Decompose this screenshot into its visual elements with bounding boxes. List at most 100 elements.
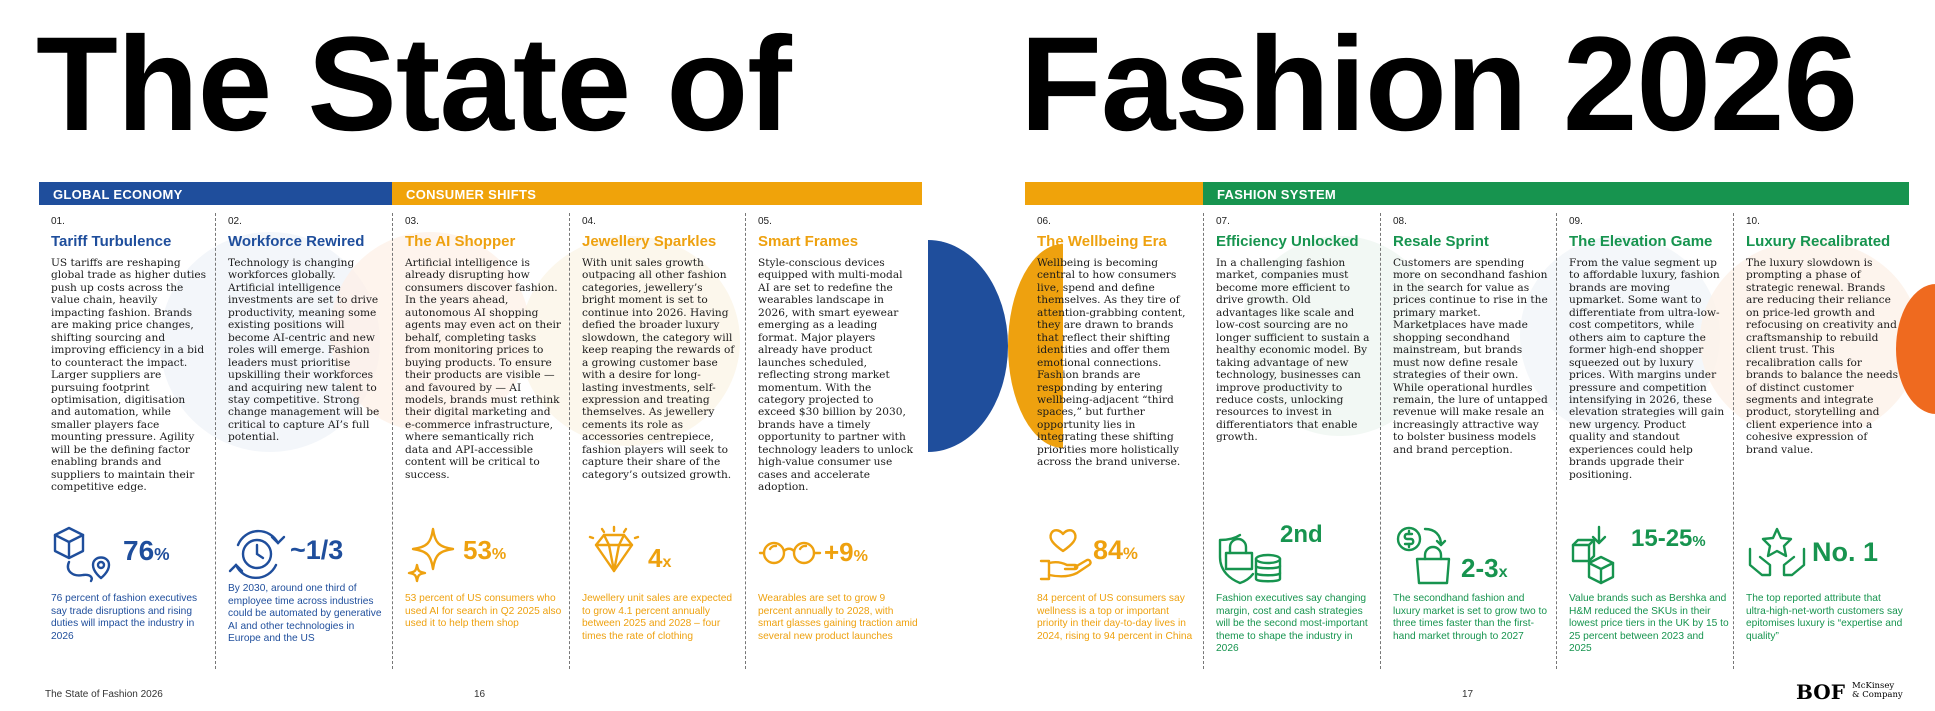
theme-caption: Wearables are set to grow 9 percent annu… xyxy=(758,593,918,642)
mckinsey-logo: McKinsey & Company xyxy=(1852,682,1903,700)
stat-value: No. 1 xyxy=(1812,537,1879,567)
shield-coins-icon xyxy=(1218,533,1282,585)
bof-logo: BOF xyxy=(1796,680,1845,704)
column-divider xyxy=(745,213,746,669)
section-bar-global-economy: GLOBAL ECONOMY xyxy=(39,182,392,205)
section-label: GLOBAL ECONOMY xyxy=(53,187,183,202)
column-divider xyxy=(392,213,393,669)
stat-value: 53 xyxy=(463,535,492,565)
stat-suffix: x xyxy=(662,553,672,571)
theme-stat: No. 1 xyxy=(1746,525,1906,583)
theme-caption: 76 percent of fashion executives say tra… xyxy=(51,593,198,642)
theme-body: US tariffs are reshaping global trade as… xyxy=(51,257,207,494)
stat-suffix: x xyxy=(1498,563,1508,581)
decorative-circle xyxy=(330,232,530,432)
sparkle-icon xyxy=(407,527,455,583)
theme-title: Luxury Recalibrated xyxy=(1746,233,1891,250)
theme-title: Resale Sprint xyxy=(1393,233,1489,250)
theme-body: Artificial intelligence is already disru… xyxy=(405,257,561,481)
decorative-circle xyxy=(1520,236,1720,436)
column-divider xyxy=(569,213,570,669)
theme-number: 02. xyxy=(228,216,242,227)
theme-number: 06. xyxy=(1037,216,1051,227)
stat-value: 15-25 xyxy=(1631,525,1693,552)
theme-title: Smart Frames xyxy=(758,233,859,250)
theme-body: Technology is changing workforces global… xyxy=(228,257,380,444)
theme-stat: ~1/3 xyxy=(228,525,388,583)
stat-suffix: % xyxy=(1692,534,1706,550)
theme-column-03: 03. The AI Shopper Artificial intelligen… xyxy=(393,213,569,671)
stat-value: 2-3 xyxy=(1461,553,1499,583)
decorative-circle xyxy=(520,236,740,446)
theme-body: Customers are spending more on secondhan… xyxy=(1393,257,1548,456)
stat-value: 84 xyxy=(1093,535,1124,565)
theme-number: 09. xyxy=(1569,216,1583,227)
theme-column-06: 06. The Wellbeing Era Wellbeing is becom… xyxy=(1025,213,1203,671)
theme-number: 08. xyxy=(1393,216,1407,227)
theme-caption: By 2030, around one third of employee ti… xyxy=(228,583,382,644)
theme-caption: Value brands such as Bershka and H&M red… xyxy=(1569,593,1729,654)
theme-body: In a challenging fashion market, compani… xyxy=(1216,257,1370,444)
theme-caption: Jewellery unit sales are expected to gro… xyxy=(582,593,733,642)
boxes-arrow-icon xyxy=(1571,525,1615,585)
theme-stat: 2nd xyxy=(1216,521,1376,585)
stat-suffix: % xyxy=(853,547,868,565)
theme-body: Style-conscious devices equipped with mu… xyxy=(758,257,914,494)
theme-column-05: 05. Smart Frames Style-conscious devices… xyxy=(746,213,922,671)
theme-title: The AI Shopper xyxy=(405,233,516,250)
theme-body: With unit sales growth outpacing all oth… xyxy=(582,257,735,481)
stat-value: 2nd xyxy=(1280,521,1323,548)
page-title-right: Fashion 2026 xyxy=(1020,10,1858,159)
theme-caption: 53 percent of US consumers who used AI f… xyxy=(405,593,562,629)
theme-caption: The secondhand fashion and luxury market… xyxy=(1393,593,1547,642)
theme-caption: Fashion executives say changing margin, … xyxy=(1216,593,1368,654)
section-bar-consumer-shifts: CONSUMER SHIFTS xyxy=(392,182,922,205)
theme-stat: 4x xyxy=(582,525,742,583)
column-divider xyxy=(1733,213,1734,669)
stat-suffix: % xyxy=(1123,544,1138,563)
glasses-icon xyxy=(758,541,822,565)
theme-body: From the value segment up to affordable … xyxy=(1569,257,1725,481)
section-label: CONSUMER SHIFTS xyxy=(406,187,537,202)
theme-number: 05. xyxy=(758,216,772,227)
section-label: FASHION SYSTEM xyxy=(1217,187,1337,202)
section-bar-consumer-shifts-continued xyxy=(1025,182,1203,205)
mckinsey-logo-line: & Company xyxy=(1852,690,1903,700)
column-divider xyxy=(1203,213,1204,669)
page-number-right: 17 xyxy=(1462,689,1474,700)
theme-title: Tariff Turbulence xyxy=(51,233,172,250)
theme-column-01: 01. Tariff Turbulence US tariffs are res… xyxy=(39,213,215,671)
diamond-icon xyxy=(588,525,640,573)
theme-caption: 84 percent of US consumers say wellness … xyxy=(1037,593,1193,642)
theme-stat: 2-3x xyxy=(1393,525,1553,585)
theme-title: Workforce Rewired xyxy=(228,233,365,250)
mckinsey-logo-line: McKinsey xyxy=(1852,681,1895,691)
theme-stat: +9% xyxy=(758,525,918,583)
theme-number: 01. xyxy=(51,216,65,227)
stat-value: 4 xyxy=(648,543,663,573)
theme-stat: 53% xyxy=(405,525,565,583)
theme-title: The Wellbeing Era xyxy=(1037,233,1167,250)
theme-column-10: 10. Luxury Recalibrated The luxury slowd… xyxy=(1734,213,1909,671)
theme-title: The Elevation Game xyxy=(1569,233,1713,250)
column-divider xyxy=(215,213,216,669)
theme-number: 03. xyxy=(405,216,419,227)
theme-column-02: 02. Workforce Rewired Technology is chan… xyxy=(216,213,392,671)
star-hands-icon xyxy=(1748,527,1806,577)
column-divider xyxy=(1380,213,1381,669)
theme-stat: 76% xyxy=(51,525,211,583)
theme-title: Jewellery Sparkles xyxy=(582,233,717,250)
decorative-circle xyxy=(1240,236,1440,436)
stat-suffix: % xyxy=(491,545,507,563)
page-number-left: 16 xyxy=(474,689,486,700)
theme-body: Wellbeing is becoming central to how con… xyxy=(1037,257,1186,469)
theme-caption: The top reported attribute that ultra-hi… xyxy=(1746,593,1903,642)
package-location-icon xyxy=(53,526,111,583)
theme-number: 04. xyxy=(582,216,596,227)
theme-body: The luxury slowdown is prompting a phase… xyxy=(1746,257,1899,456)
decorative-circle xyxy=(1700,240,1920,440)
stat-suffix: % xyxy=(154,544,170,564)
footer-publication: The State of Fashion 2026 xyxy=(45,689,163,700)
heart-hand-icon xyxy=(1039,529,1092,581)
theme-stat: 15-25% xyxy=(1569,525,1729,585)
